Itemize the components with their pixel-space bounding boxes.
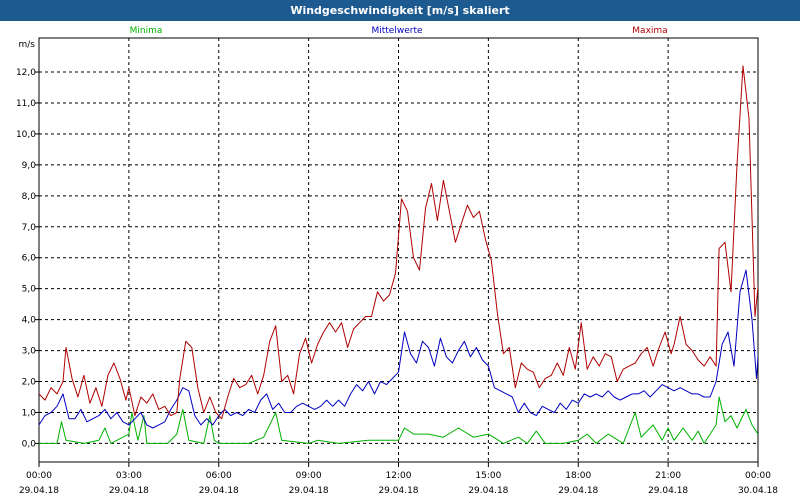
x-tick-date: 29.04.18	[648, 486, 688, 496]
y-tick-label: 6,0	[22, 254, 37, 264]
x-tick-time: 09:00	[296, 471, 322, 481]
y-axis-unit: m/s	[19, 40, 36, 50]
x-tick-time: 06:00	[206, 471, 232, 481]
x-tick-time: 21:00	[655, 471, 681, 481]
y-tick-label: 5,0	[22, 285, 37, 295]
legend-maxima: Maxima	[632, 26, 667, 36]
legend-minima: Minima	[130, 26, 163, 36]
x-tick-date: 29.04.18	[468, 486, 508, 496]
y-tick-label: 2,0	[22, 378, 37, 388]
x-tick-time: 00:00	[745, 471, 771, 481]
x-tick-time: 00:00	[26, 471, 52, 481]
y-tick-label: 3,0	[22, 347, 37, 357]
y-tick-label: 12,0	[16, 68, 36, 78]
y-tick-label: 11,0	[16, 99, 36, 109]
x-tick-date: 29.04.18	[289, 486, 329, 496]
series-line-maxima	[39, 65, 758, 420]
x-tick-date: 29.04.18	[378, 486, 418, 496]
chart-title: Windgeschwindigkeit [m/s] skaliert	[0, 0, 800, 21]
legend-mittelwerte: Mittelwerte	[371, 26, 422, 36]
series-line-mittelwerte	[39, 269, 758, 429]
x-tick-date: 29.04.18	[558, 486, 598, 496]
x-tick-time: 15:00	[475, 471, 501, 481]
y-tick-label: 8,0	[22, 192, 37, 202]
x-tick-date: 29.04.18	[199, 486, 239, 496]
y-tick-label: 0,0	[22, 439, 37, 449]
y-tick-label: 10,0	[16, 130, 36, 140]
y-tick-label: 7,0	[22, 223, 37, 233]
x-tick-date: 29.04.18	[19, 486, 59, 496]
y-tick-label: 1,0	[22, 408, 37, 418]
x-tick-time: 03:00	[116, 471, 142, 481]
x-tick-date: 30.04.18	[738, 486, 778, 496]
x-tick-time: 18:00	[565, 471, 591, 481]
x-tick-time: 12:00	[386, 471, 412, 481]
y-tick-label: 9,0	[22, 161, 37, 171]
x-tick-date: 29.04.18	[109, 486, 149, 496]
y-tick-label: 4,0	[22, 316, 37, 326]
